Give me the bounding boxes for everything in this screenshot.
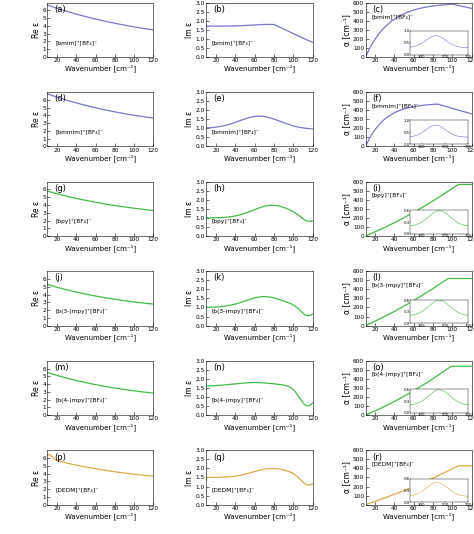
Text: (e): (e)	[213, 95, 225, 104]
Text: [bpy]⁺[BF₄]⁻: [bpy]⁺[BF₄]⁻	[56, 219, 92, 224]
X-axis label: Wavenumber [cm⁻¹]: Wavenumber [cm⁻¹]	[383, 513, 454, 520]
Y-axis label: Im ε: Im ε	[185, 22, 194, 38]
Text: (k): (k)	[213, 273, 224, 282]
Text: (l): (l)	[372, 273, 381, 282]
Text: [bpy]⁺[BF₄]⁻: [bpy]⁺[BF₄]⁻	[372, 193, 408, 198]
X-axis label: Wavenumber [cm⁻¹]: Wavenumber [cm⁻¹]	[224, 154, 295, 162]
Text: [DEDM]⁺[BF₄]⁻: [DEDM]⁺[BF₄]⁻	[372, 462, 415, 467]
Text: [bmmim]⁺[BF₄]⁻: [bmmim]⁺[BF₄]⁻	[212, 130, 260, 135]
X-axis label: Wavenumber [cm⁻¹]: Wavenumber [cm⁻¹]	[224, 244, 295, 252]
Y-axis label: Re ε: Re ε	[32, 201, 41, 217]
Y-axis label: Re ε: Re ε	[32, 111, 41, 128]
Text: [b(3-)mpy]⁺[BF₄]⁻: [b(3-)mpy]⁺[BF₄]⁻	[212, 309, 264, 313]
X-axis label: Wavenumber [cm⁻¹]: Wavenumber [cm⁻¹]	[383, 333, 454, 341]
Text: [bmmim]⁺[BF₄]⁻: [bmmim]⁺[BF₄]⁻	[372, 104, 420, 108]
Y-axis label: α [cm⁻¹]: α [cm⁻¹]	[343, 372, 352, 404]
Text: (r): (r)	[372, 452, 382, 461]
X-axis label: Wavenumber [cm⁻¹]: Wavenumber [cm⁻¹]	[65, 513, 136, 520]
Text: [b(3-)mpy]⁺[BF₄]⁻: [b(3-)mpy]⁺[BF₄]⁻	[56, 309, 109, 313]
Y-axis label: Im ε: Im ε	[185, 111, 194, 128]
Y-axis label: α [cm⁻¹]: α [cm⁻¹]	[343, 193, 352, 225]
Y-axis label: α [cm⁻¹]: α [cm⁻¹]	[343, 104, 352, 135]
Text: [DEDM]⁺[BF₄]⁻: [DEDM]⁺[BF₄]⁻	[212, 488, 255, 493]
Y-axis label: α [cm⁻¹]: α [cm⁻¹]	[343, 14, 352, 46]
X-axis label: Wavenumber [cm⁻¹]: Wavenumber [cm⁻¹]	[383, 423, 454, 430]
X-axis label: Wavenumber [cm⁻¹]: Wavenumber [cm⁻¹]	[224, 333, 295, 341]
Text: (g): (g)	[54, 184, 65, 193]
Text: [bpy]⁺[BF₄]⁻: [bpy]⁺[BF₄]⁻	[212, 219, 248, 224]
Text: (q): (q)	[213, 452, 225, 461]
Text: [bmmim]⁺[BF₄]⁻: [bmmim]⁺[BF₄]⁻	[56, 130, 104, 135]
Text: [b(4-)mpy]⁺[BF₄]⁻: [b(4-)mpy]⁺[BF₄]⁻	[212, 398, 264, 403]
Text: (o): (o)	[372, 363, 383, 372]
Text: [bmim]⁺[BF₄]⁻: [bmim]⁺[BF₄]⁻	[56, 40, 98, 45]
Text: (f): (f)	[372, 95, 382, 104]
Text: [bmim]⁺[BF₄]⁻: [bmim]⁺[BF₄]⁻	[212, 40, 254, 45]
Y-axis label: Re ε: Re ε	[32, 22, 41, 38]
Text: (m): (m)	[54, 363, 68, 372]
Text: [b(3-)mpy]⁺[BF₄]⁻: [b(3-)mpy]⁺[BF₄]⁻	[372, 282, 425, 288]
Text: (h): (h)	[213, 184, 225, 193]
Y-axis label: Re ε: Re ε	[32, 380, 41, 396]
Text: (c): (c)	[372, 5, 383, 14]
X-axis label: Wavenumber [cm⁻¹]: Wavenumber [cm⁻¹]	[65, 333, 136, 341]
Text: [bmim]⁺[BF₄]⁻: [bmim]⁺[BF₄]⁻	[372, 14, 414, 19]
X-axis label: Wavenumber [cm⁻¹]: Wavenumber [cm⁻¹]	[383, 65, 454, 73]
Y-axis label: Re ε: Re ε	[32, 290, 41, 307]
Text: (b): (b)	[213, 5, 225, 14]
X-axis label: Wavenumber [cm⁻¹]: Wavenumber [cm⁻¹]	[224, 513, 295, 520]
X-axis label: Wavenumber [cm⁻¹]: Wavenumber [cm⁻¹]	[224, 65, 295, 73]
Text: (i): (i)	[372, 184, 381, 193]
Text: [b(4-)mpy]⁺[BF₄]⁻: [b(4-)mpy]⁺[BF₄]⁻	[372, 372, 425, 377]
X-axis label: Wavenumber [cm⁻¹]: Wavenumber [cm⁻¹]	[224, 423, 295, 430]
X-axis label: Wavenumber [cm⁻¹]: Wavenumber [cm⁻¹]	[383, 244, 454, 252]
Text: (a): (a)	[54, 5, 65, 14]
Text: (n): (n)	[213, 363, 225, 372]
X-axis label: Wavenumber [cm⁻¹]: Wavenumber [cm⁻¹]	[65, 423, 136, 430]
Y-axis label: α [cm⁻¹]: α [cm⁻¹]	[343, 461, 352, 493]
X-axis label: Wavenumber [cm⁻¹]: Wavenumber [cm⁻¹]	[65, 244, 136, 252]
Y-axis label: α [cm⁻¹]: α [cm⁻¹]	[343, 282, 352, 315]
X-axis label: Wavenumber [cm⁻¹]: Wavenumber [cm⁻¹]	[65, 154, 136, 162]
Text: (p): (p)	[54, 452, 65, 461]
X-axis label: Wavenumber [cm⁻¹]: Wavenumber [cm⁻¹]	[65, 65, 136, 73]
Y-axis label: Im ε: Im ε	[185, 201, 194, 217]
Text: [DEDM]⁺[BF₄]⁻: [DEDM]⁺[BF₄]⁻	[56, 488, 99, 493]
Y-axis label: Im ε: Im ε	[185, 469, 194, 485]
Text: (j): (j)	[54, 273, 63, 282]
Y-axis label: Im ε: Im ε	[185, 290, 194, 307]
X-axis label: Wavenumber [cm⁻¹]: Wavenumber [cm⁻¹]	[383, 154, 454, 162]
Text: (d): (d)	[54, 95, 65, 104]
Y-axis label: Im ε: Im ε	[185, 380, 194, 396]
Y-axis label: Re ε: Re ε	[32, 469, 41, 485]
Text: [b(4-)mpy]⁺[BF₄]⁻: [b(4-)mpy]⁺[BF₄]⁻	[56, 398, 109, 403]
